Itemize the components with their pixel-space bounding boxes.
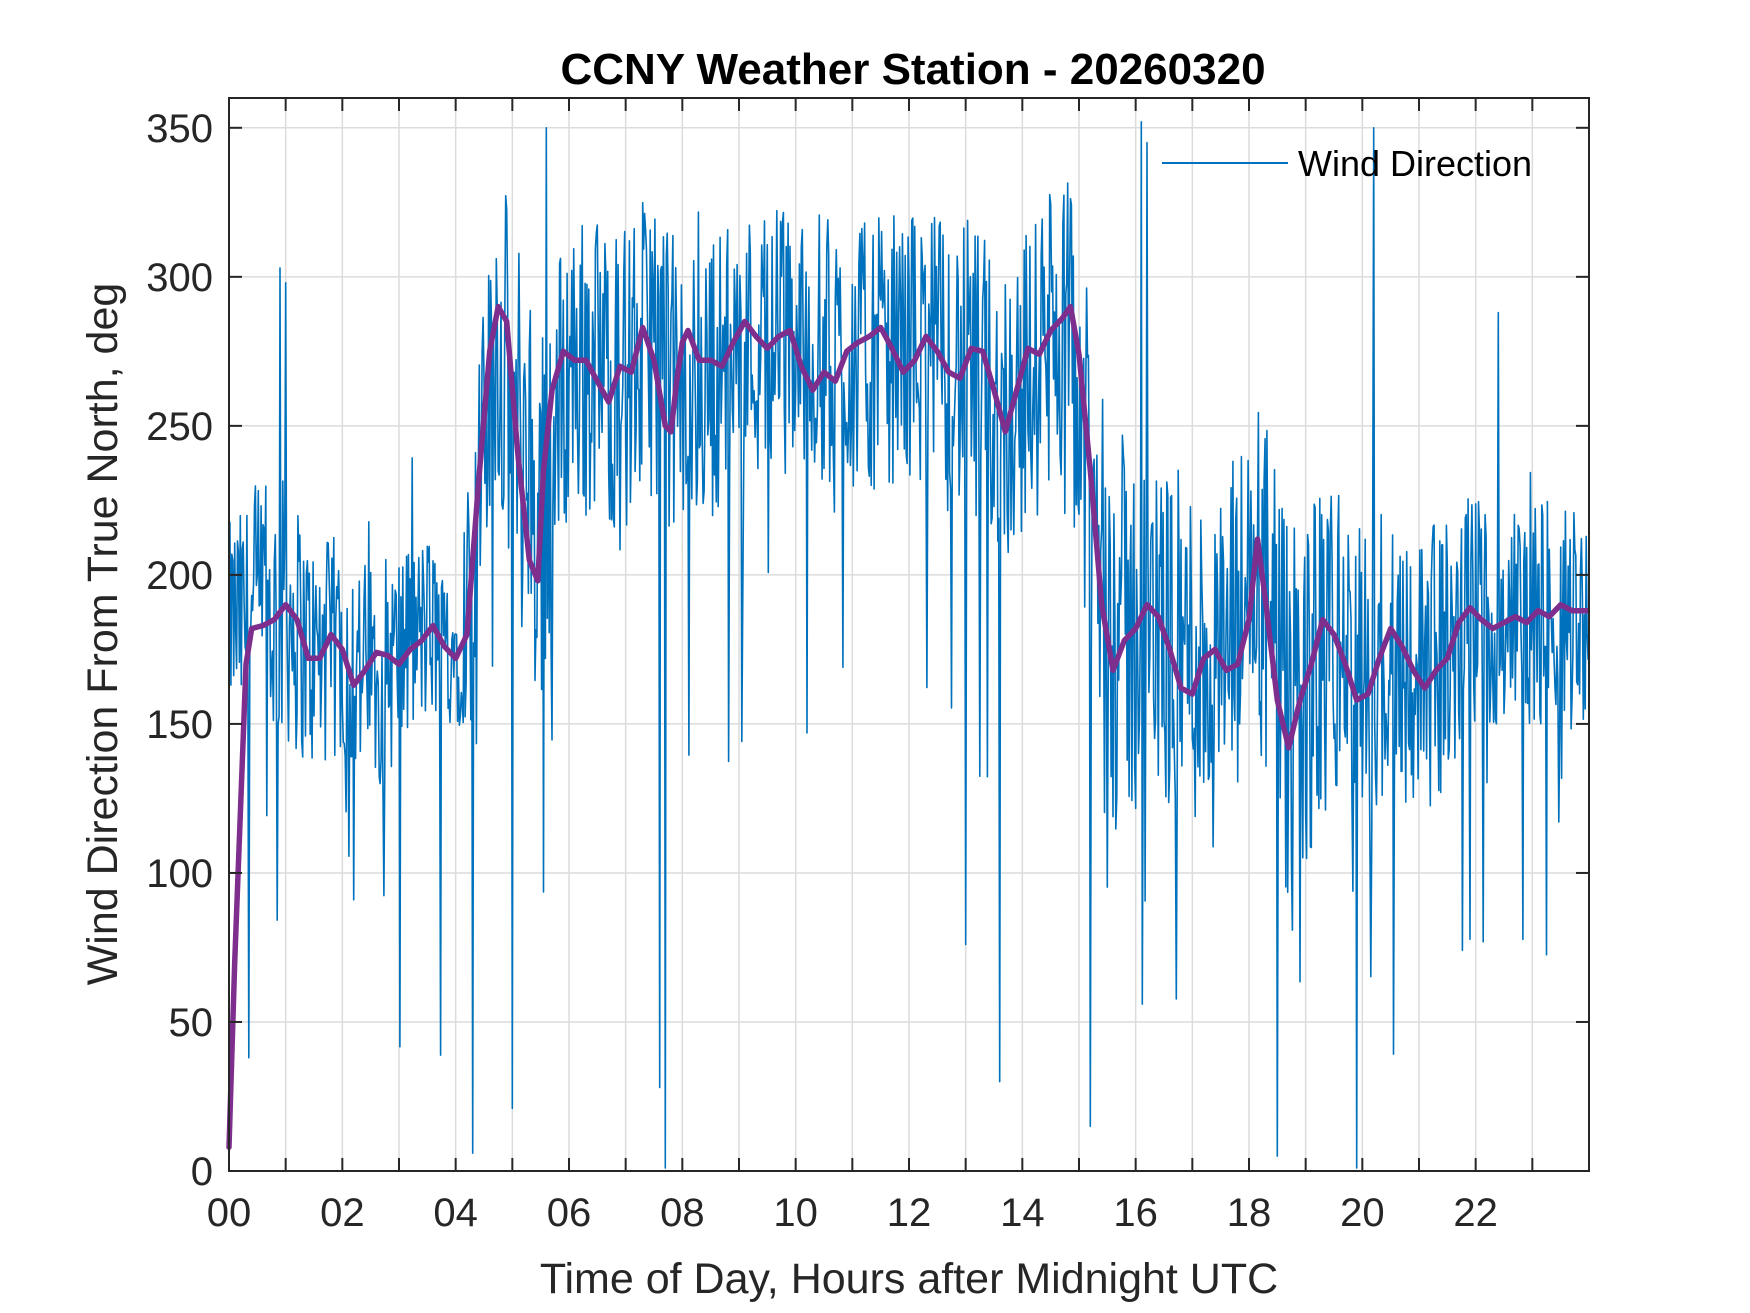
y-tick-label: 250 bbox=[146, 405, 213, 449]
x-tick-labels: 00 02 04 06 08 10 12 14 16 18 20 22 bbox=[207, 1191, 1498, 1235]
y-tick-label: 100 bbox=[146, 852, 213, 896]
x-tick-label: 16 bbox=[1113, 1191, 1158, 1235]
x-tick-label: 22 bbox=[1453, 1191, 1498, 1235]
smoothed-line bbox=[226, 303, 1591, 1150]
y-tick-label: 150 bbox=[146, 703, 213, 747]
wind-direction-series bbox=[228, 121, 1589, 1169]
legend: Wind Direction bbox=[1162, 143, 1532, 184]
chart-title: CCNY Weather Station - 20260320 bbox=[560, 45, 1265, 94]
y-tick-label: 50 bbox=[169, 1001, 214, 1045]
x-tick-label: 06 bbox=[547, 1191, 592, 1235]
y-tick-label: 300 bbox=[146, 256, 213, 300]
y-axis-label: Wind Direction From True North, deg bbox=[79, 283, 127, 986]
x-axis-label: Time of Day, Hours after Midnight UTC bbox=[540, 1255, 1278, 1303]
x-tick-label: 14 bbox=[1000, 1191, 1045, 1235]
axis-ticks bbox=[228, 98, 1590, 1172]
y-tick-label: 200 bbox=[146, 554, 213, 598]
x-tick-label: 12 bbox=[887, 1191, 932, 1235]
x-tick-label: 00 bbox=[207, 1191, 252, 1235]
legend-label-wind-direction: Wind Direction bbox=[1298, 143, 1532, 184]
x-tick-label: 04 bbox=[433, 1191, 478, 1235]
y-tick-labels: 0 50 100 150 200 250 300 350 bbox=[146, 107, 213, 1194]
smoothed-wind-direction-series bbox=[226, 303, 1591, 1150]
y-tick-label: 0 bbox=[191, 1150, 213, 1194]
x-tick-label: 08 bbox=[660, 1191, 705, 1235]
x-tick-label: 02 bbox=[320, 1191, 365, 1235]
x-tick-label: 20 bbox=[1340, 1191, 1385, 1235]
wind-direction-line bbox=[228, 121, 1589, 1169]
y-tick-label: 350 bbox=[146, 107, 213, 151]
x-tick-label: 18 bbox=[1227, 1191, 1272, 1235]
x-tick-label: 10 bbox=[773, 1191, 818, 1235]
